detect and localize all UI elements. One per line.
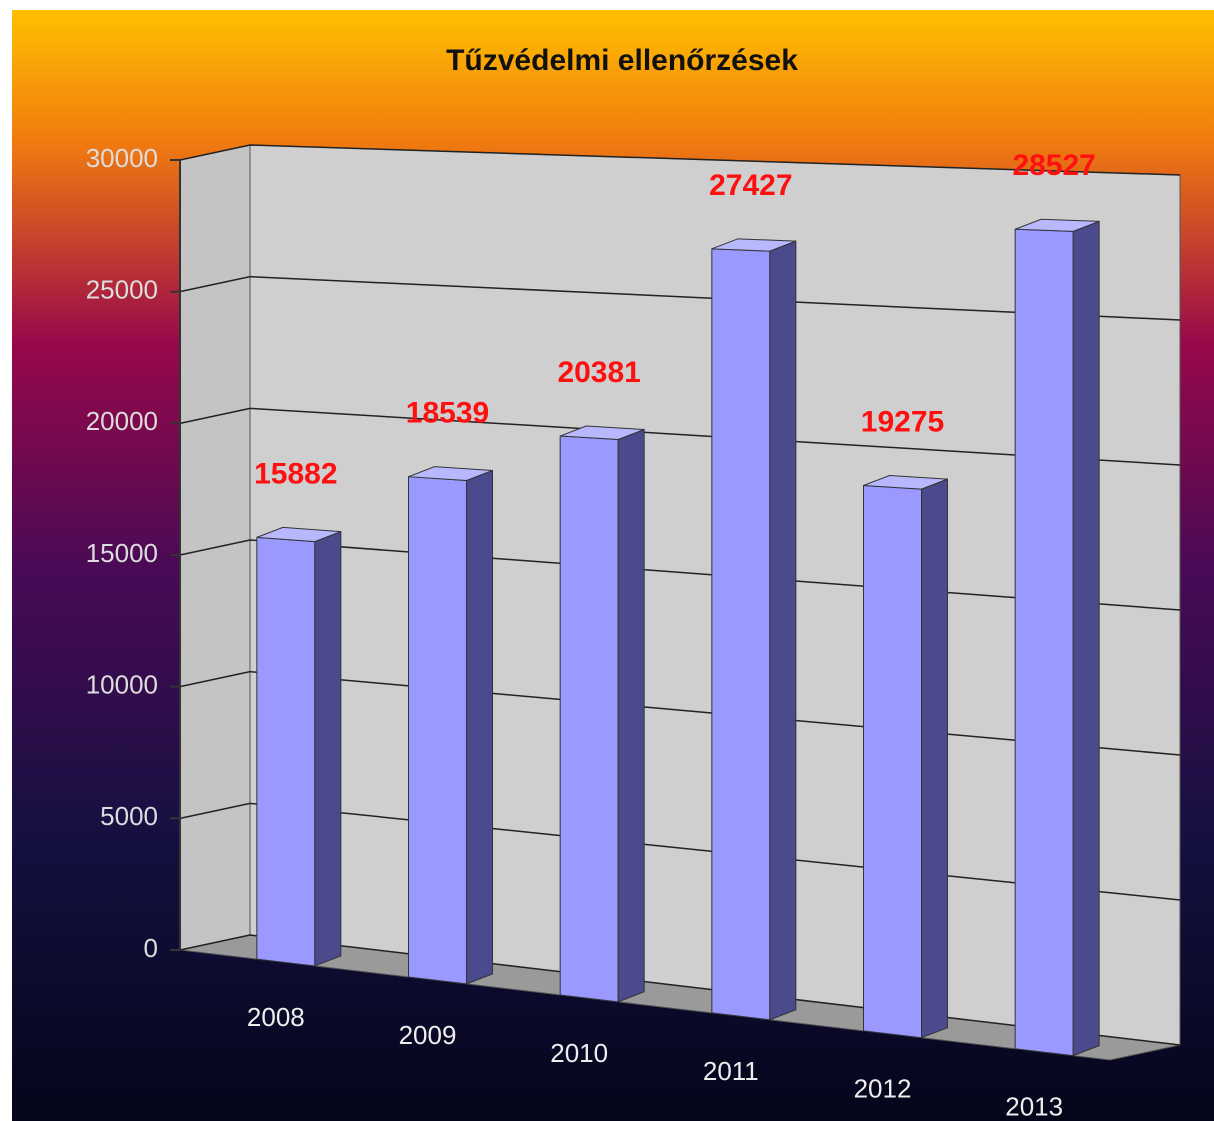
x-tick-label: 2013 <box>1005 1092 1063 1121</box>
x-tick-label: 2011 <box>703 1056 759 1086</box>
y-tick-label: 5000 <box>100 801 158 831</box>
y-tick-label: 10000 <box>86 670 158 700</box>
bar-side <box>1072 220 1100 1057</box>
grid-line <box>179 275 1181 321</box>
value-label: 27427 <box>709 169 792 202</box>
x-tick-label: 2010 <box>550 1038 608 1068</box>
bar-top <box>1014 218 1100 232</box>
bar-top <box>408 466 493 481</box>
bar-front <box>408 476 467 985</box>
bar-side <box>617 428 645 1003</box>
bar-front <box>711 248 771 1021</box>
bar-front <box>863 484 922 1039</box>
x-tick-label: 2009 <box>399 1020 457 1050</box>
value-label: 20381 <box>557 356 640 389</box>
y-tick-label: 30000 <box>86 143 158 173</box>
y-tick-label: 20000 <box>86 406 158 436</box>
bar-front <box>559 435 619 1003</box>
x-tick-label: 2012 <box>854 1074 912 1104</box>
y-tick-label: 15000 <box>86 538 158 568</box>
y-tick-label: 25000 <box>86 275 158 305</box>
value-label: 18539 <box>406 397 489 430</box>
bar-side <box>466 469 493 985</box>
grid-line <box>179 407 1181 466</box>
bar-side <box>921 478 948 1039</box>
bar-top <box>559 425 645 441</box>
value-label: 15882 <box>254 457 337 490</box>
chart-title: Tűzvédelmi ellenőrzések <box>446 44 798 77</box>
bar-top <box>863 474 948 490</box>
bar-front <box>1014 228 1074 1057</box>
bar-top <box>711 238 797 252</box>
bar-front <box>256 536 316 967</box>
value-label: 19275 <box>861 405 944 438</box>
grid-line <box>179 144 1181 176</box>
bar-top <box>256 526 342 543</box>
y-tick-label: 0 <box>144 933 158 963</box>
bar-side <box>769 240 797 1021</box>
bar-side <box>314 530 342 967</box>
value-label: 28527 <box>1012 149 1095 182</box>
x-tick-label: 2008 <box>247 1002 305 1032</box>
